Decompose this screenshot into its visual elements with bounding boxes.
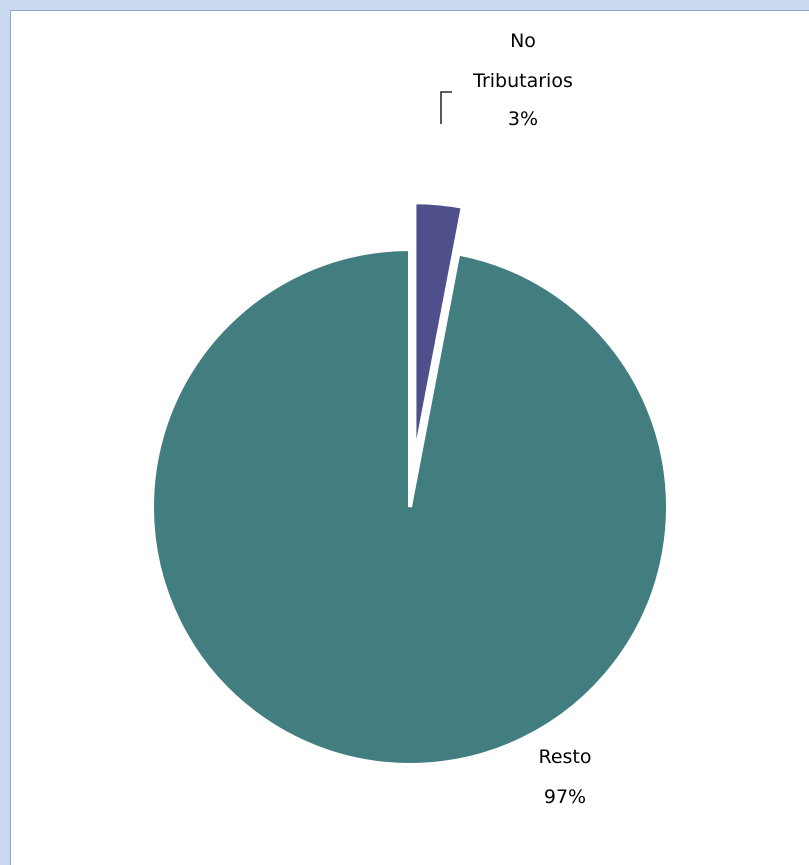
leader-line-no-tributarios [440,91,452,124]
data-label-no-tributarios-name-line1: No [510,30,536,52]
data-label-resto-value: 97% [544,786,586,808]
data-label-resto-name: Resto [538,746,591,768]
data-label-no-tributarios-name-line2: Tributarios [472,70,573,92]
pie-slice-no-tributarios [412,200,466,461]
data-label-no-tributarios-value: 3% [508,108,538,130]
pie-slice-resto [150,246,670,767]
